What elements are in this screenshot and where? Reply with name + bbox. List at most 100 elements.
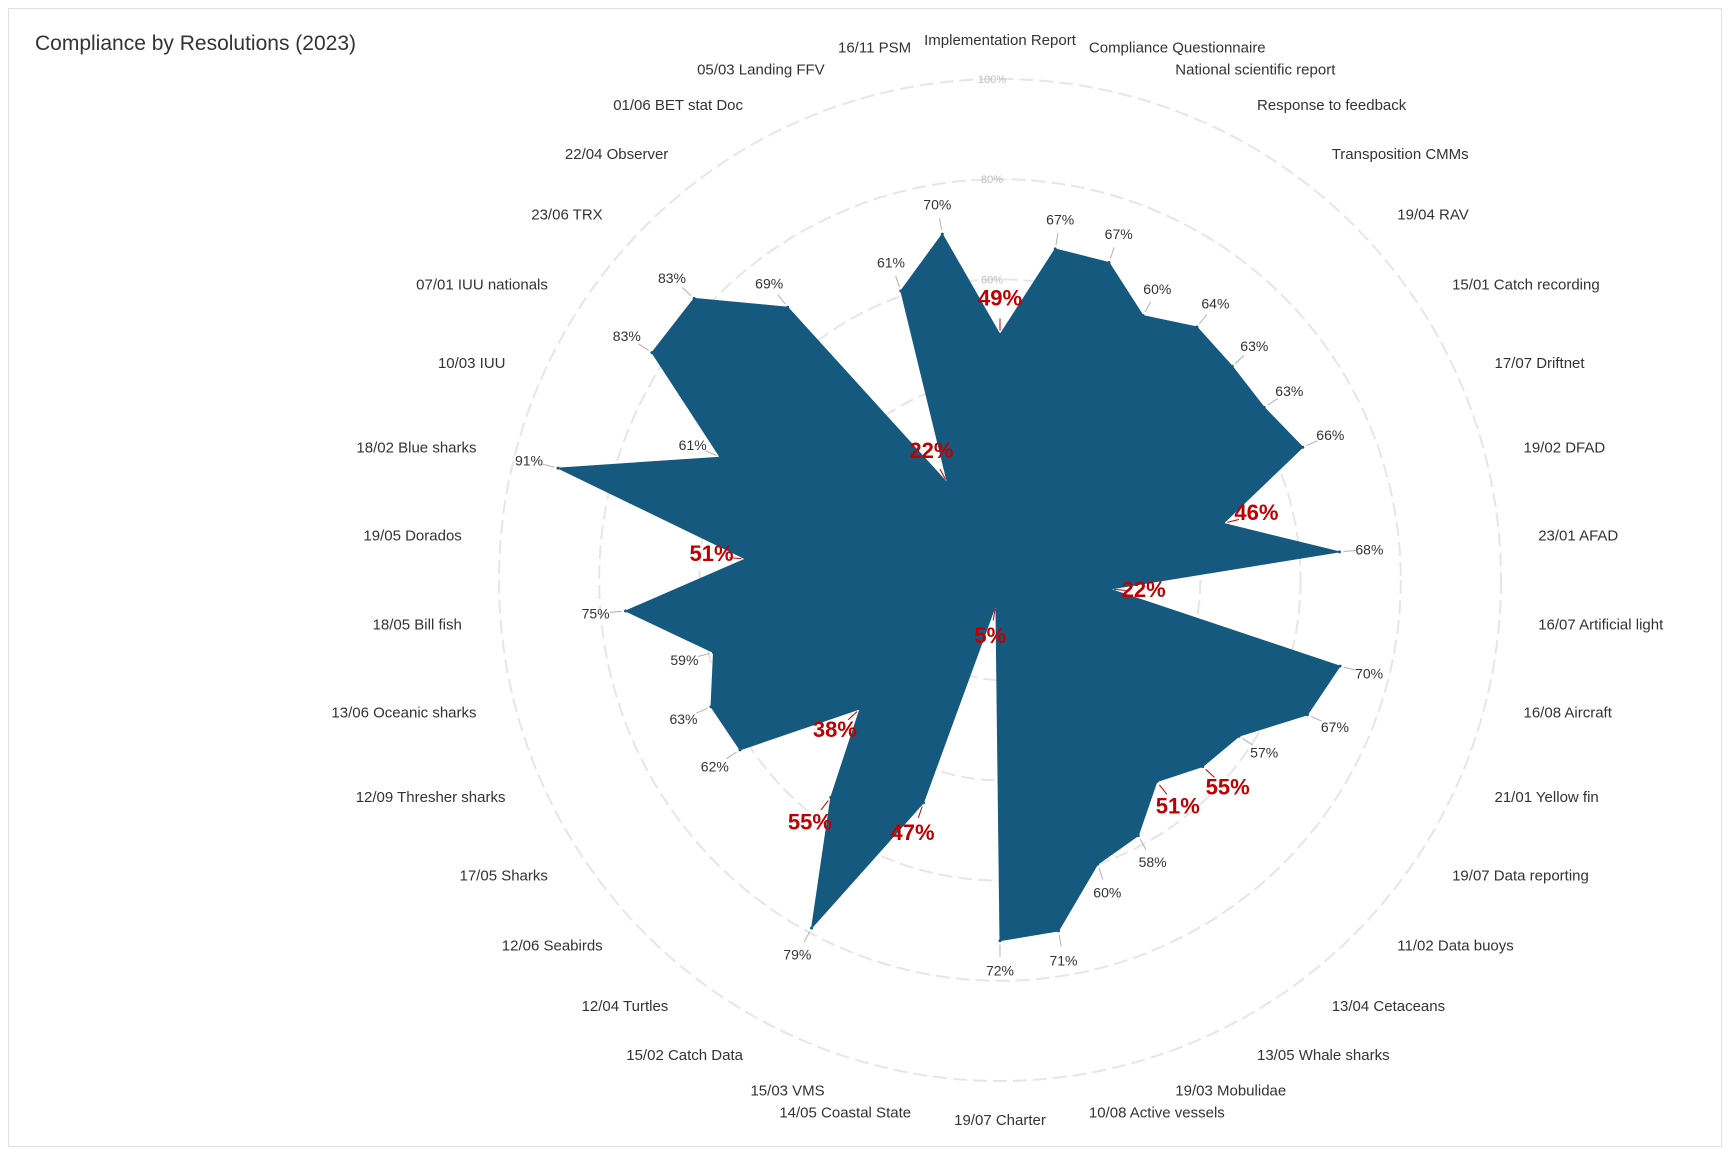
data-point-22	[810, 926, 814, 930]
r-tick-label: 80%	[981, 174, 1003, 186]
value-label-25: 62%	[701, 758, 729, 774]
data-point-29	[743, 557, 747, 561]
category-label-9: 23/01 AFAD	[1538, 527, 1618, 544]
data-point-18	[1057, 929, 1060, 933]
data-point-20	[994, 603, 998, 607]
value-leader-12	[1310, 715, 1323, 722]
data-point-24	[858, 707, 862, 711]
value-leader-24	[847, 711, 858, 721]
data-point-2	[1107, 261, 1111, 264]
category-label-27: 13/06 Oceanic sharks	[331, 705, 476, 722]
value-leader-5	[1234, 355, 1245, 364]
category-label-35: 01/06 BET stat Doc	[613, 97, 743, 114]
category-label-7: 17/07 Driftnet	[1495, 355, 1586, 372]
value-label-3: 60%	[1143, 281, 1171, 297]
value-leader-16	[1139, 838, 1147, 850]
data-point-15	[1155, 780, 1159, 784]
data-point-36	[899, 289, 903, 293]
data-point-26	[709, 705, 713, 709]
value-leader-31	[705, 450, 717, 457]
data-point-17	[1096, 862, 1100, 866]
data-point-21	[922, 801, 925, 805]
value-label-17: 60%	[1093, 885, 1121, 901]
value-leader-32	[638, 343, 649, 351]
value-label-35: 22%	[909, 438, 953, 463]
data-point-1	[1053, 247, 1057, 251]
value-leader-23	[820, 800, 829, 811]
value-leader-1	[1055, 233, 1059, 246]
value-leader-22	[803, 931, 811, 943]
value-leader-15	[1159, 784, 1168, 795]
value-leader-36	[895, 275, 900, 288]
value-label-20: 5%	[974, 623, 1006, 648]
value-label-1: 67%	[1046, 211, 1074, 227]
category-label-0: Implementation Report	[924, 32, 1077, 49]
value-label-15: 51%	[1156, 794, 1200, 819]
value-label-2: 67%	[1105, 226, 1133, 242]
data-point-28	[624, 609, 627, 613]
category-label-2: National scientific report	[1175, 61, 1336, 78]
value-label-18: 71%	[1049, 952, 1077, 968]
value-label-13: 57%	[1250, 745, 1278, 761]
category-label-3: Response to feedback	[1257, 97, 1407, 114]
value-leader-33	[681, 287, 692, 297]
value-label-8: 46%	[1234, 500, 1278, 525]
value-label-6: 63%	[1275, 383, 1303, 399]
value-label-22: 79%	[783, 947, 811, 963]
value-leader-35	[939, 468, 947, 480]
value-label-12: 67%	[1321, 719, 1349, 735]
value-label-37: 70%	[923, 197, 951, 213]
category-label-23: 12/04 Turtles	[582, 998, 669, 1015]
value-label-10: 22%	[1122, 577, 1166, 602]
category-label-28: 18/05 Bill fish	[373, 617, 462, 634]
value-leader-10	[1113, 588, 1126, 591]
data-point-31	[718, 455, 722, 459]
data-point-13	[1237, 734, 1241, 738]
data-point-35	[946, 481, 949, 485]
value-label-19: 72%	[986, 963, 1014, 979]
category-label-22: 15/02 Catch Data	[626, 1047, 743, 1064]
data-point-16	[1136, 834, 1140, 838]
category-label-26: 12/09 Thresher sharks	[356, 789, 506, 806]
category-label-8: 19/02 DFAD	[1524, 439, 1606, 456]
value-label-0: 49%	[978, 286, 1022, 311]
value-label-9: 68%	[1355, 541, 1383, 557]
data-point-37	[940, 232, 944, 236]
category-label-19: 19/07 Charter	[954, 1112, 1046, 1129]
value-label-36: 61%	[877, 255, 905, 271]
category-label-6: 15/01 Catch recording	[1452, 277, 1600, 294]
r-tick-label: 100%	[978, 74, 1006, 86]
value-label-33: 83%	[658, 270, 686, 286]
data-point-23	[829, 795, 833, 799]
data-point-5	[1230, 364, 1234, 368]
category-label-30: 18/02 Blue sharks	[356, 439, 476, 456]
value-leader-34	[777, 294, 786, 305]
data-point-0	[998, 333, 1002, 336]
value-leader-17	[1098, 867, 1104, 880]
value-label-26: 63%	[669, 711, 697, 727]
value-leader-2	[1109, 247, 1115, 259]
value-leader-26	[696, 707, 708, 714]
value-leader-29	[729, 557, 742, 560]
category-label-18: 10/08 Active vessels	[1089, 1105, 1225, 1122]
value-leader-30	[542, 463, 555, 468]
category-label-4: Transposition CMMs	[1332, 146, 1469, 163]
category-label-13: 19/07 Data reporting	[1452, 867, 1589, 884]
value-leader-21	[917, 806, 923, 818]
data-point-27	[712, 651, 715, 655]
value-leader-3	[1144, 301, 1152, 313]
value-label-29: 51%	[689, 541, 733, 566]
grid-ring-4	[598, 178, 1402, 982]
value-label-21: 47%	[890, 820, 934, 845]
value-leader-25	[726, 751, 737, 760]
value-leader-14	[1205, 768, 1215, 778]
value-leader-13	[1242, 737, 1253, 746]
category-label-12: 21/01 Yellow fin	[1495, 789, 1599, 806]
data-point-30	[556, 466, 560, 470]
data-point-7	[1301, 445, 1305, 449]
category-label-21: 15/03 VMS	[750, 1083, 824, 1100]
value-leader-9	[1343, 550, 1356, 552]
value-leader-27	[697, 653, 710, 657]
chart-title: Compliance by Resolutions (2023)	[35, 32, 356, 55]
grid-ring-5	[498, 78, 1502, 1082]
